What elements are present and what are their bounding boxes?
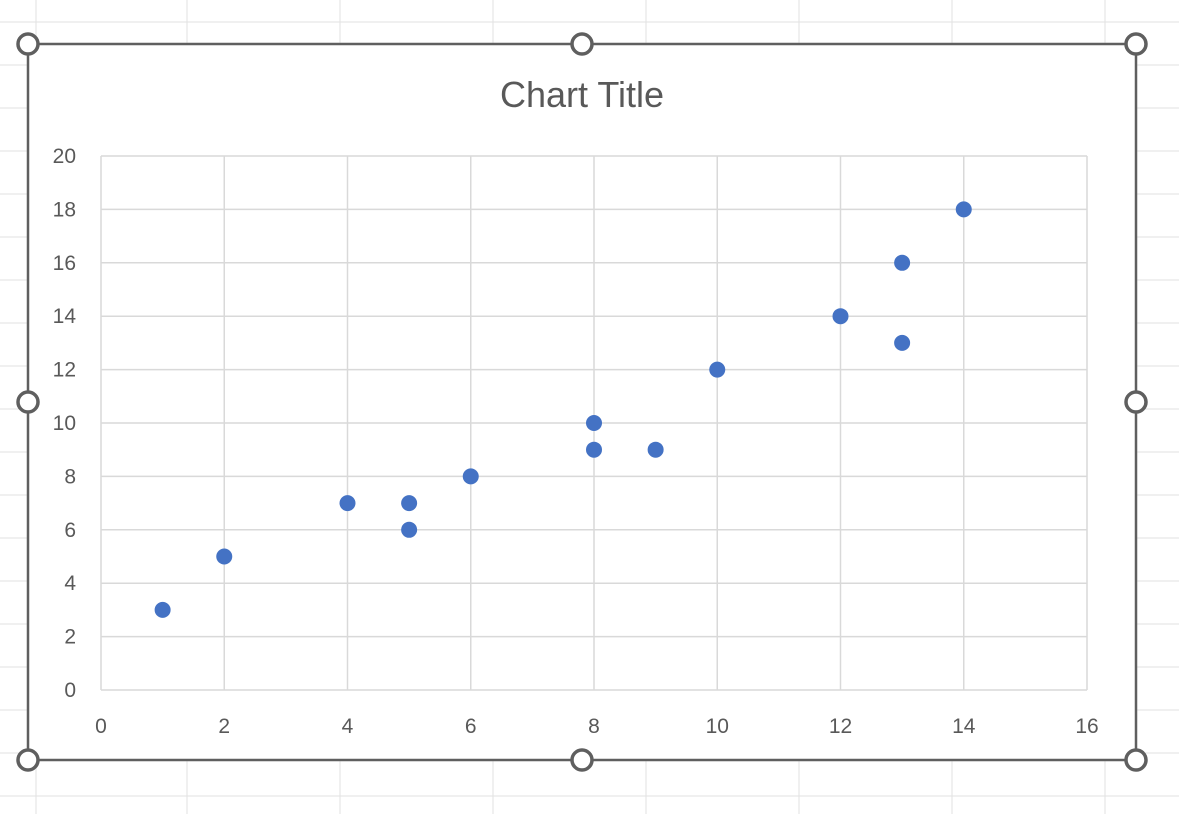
y-tick-label: 10 [53, 412, 76, 435]
x-tick-label: 4 [342, 715, 354, 738]
resize-handle[interactable] [1124, 32, 1148, 56]
y-tick-label: 4 [64, 572, 76, 595]
x-tick-label: 0 [95, 715, 107, 738]
resize-handle[interactable] [570, 748, 594, 772]
y-tick-label: 14 [53, 305, 77, 328]
x-axis-tick-labels: 0 2 4 6 8 10 12 14 16 [95, 715, 1099, 738]
plot-gridlines [100, 155, 1088, 691]
x-tick-label: 16 [1075, 715, 1098, 738]
x-tick-label: 14 [952, 715, 976, 738]
data-point[interactable] [709, 361, 726, 378]
data-point[interactable] [586, 415, 602, 431]
resize-handle[interactable] [16, 32, 40, 56]
x-tick-label: 6 [465, 715, 477, 738]
resize-handle[interactable] [570, 32, 594, 56]
data-point[interactable] [894, 254, 911, 271]
x-tick-label: 12 [829, 715, 852, 738]
data-point[interactable] [647, 441, 664, 458]
y-tick-label: 16 [53, 252, 76, 275]
data-point[interactable] [401, 521, 418, 538]
data-point[interactable] [401, 495, 418, 512]
chart-title[interactable]: Chart Title [500, 74, 664, 115]
data-series[interactable] [154, 201, 972, 618]
y-tick-label: 18 [53, 198, 76, 221]
data-point[interactable] [462, 468, 479, 485]
resize-handle[interactable] [16, 748, 40, 772]
resize-handle[interactable] [1124, 390, 1148, 414]
y-tick-label: 2 [64, 626, 76, 649]
x-tick-label: 8 [588, 715, 600, 738]
selection-handles[interactable] [16, 32, 1148, 772]
x-tick-label: 10 [706, 715, 729, 738]
plot-area[interactable]: 0 2 4 6 8 10 12 14 16 0 2 4 6 8 10 12 14 16 18 20 [53, 145, 1099, 738]
y-tick-label: 0 [64, 679, 76, 702]
x-tick-label: 2 [218, 715, 230, 738]
data-point[interactable] [586, 441, 602, 458]
data-point[interactable] [832, 308, 849, 325]
data-point[interactable] [894, 334, 911, 351]
data-point[interactable] [154, 601, 171, 618]
y-tick-label: 20 [53, 145, 76, 168]
y-tick-label: 8 [64, 465, 76, 488]
y-axis-tick-labels: 0 2 4 6 8 10 12 14 16 18 20 [53, 145, 77, 702]
data-point[interactable] [339, 495, 356, 512]
y-tick-label: 12 [53, 359, 76, 382]
resize-handle[interactable] [16, 390, 40, 414]
chart-area[interactable] [26, 42, 1138, 762]
y-tick-label: 6 [64, 519, 76, 542]
chart-object[interactable]: Chart Title 0 2 4 6 8 10 12 14 16 0 2 4 6 8 10 12 14 16 1… [16, 32, 1148, 772]
resize-handle[interactable] [1124, 748, 1148, 772]
data-point[interactable] [216, 548, 233, 565]
data-point[interactable] [955, 201, 972, 218]
